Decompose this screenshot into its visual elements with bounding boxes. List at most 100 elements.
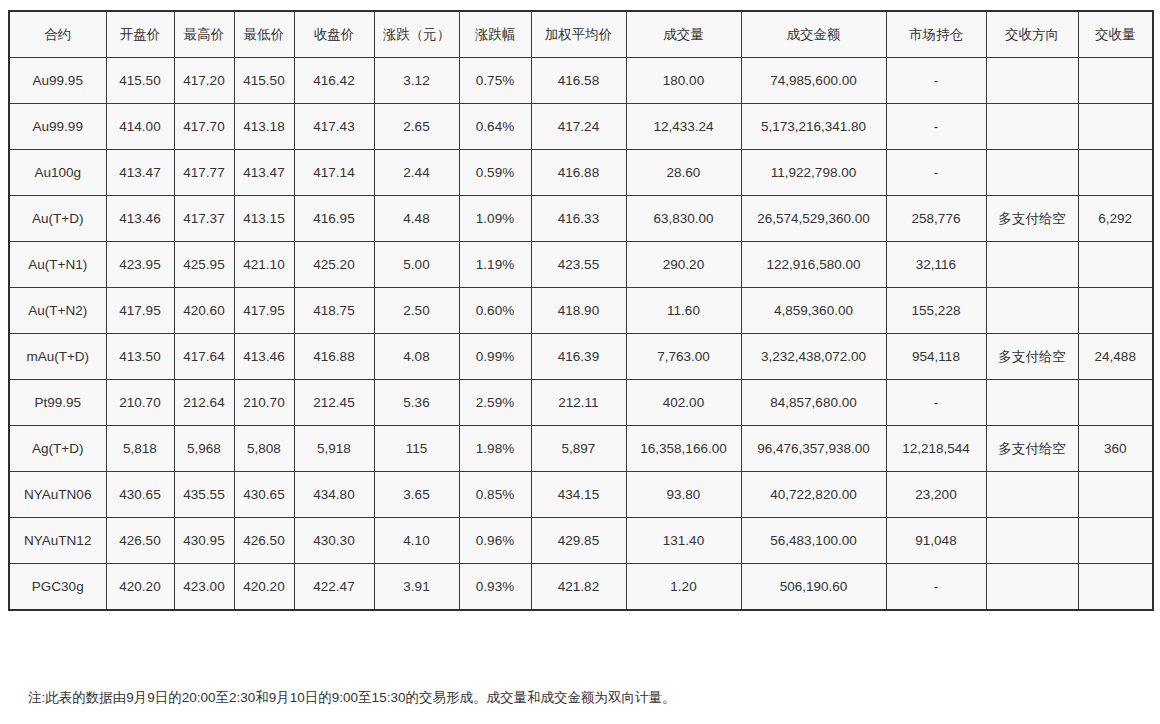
table-row: NYAuTN12426.50430.95426.50430.304.100.96… [9,518,1153,564]
value-cell: 212.45 [294,380,374,426]
value-cell: 5,897 [531,426,626,472]
contract-cell: Au99.95 [9,58,106,104]
value-cell: 415.50 [106,58,174,104]
value-cell: 5,968 [174,426,234,472]
value-cell: 413.46 [234,334,294,380]
value-cell: 6,292 [1078,196,1153,242]
value-cell: 421.10 [234,242,294,288]
value-cell: 0.93% [459,564,531,611]
value-cell: 417.37 [174,196,234,242]
table-row: Au99.95415.50417.20415.50416.423.120.75%… [9,58,1153,104]
value-cell: 3.65 [374,472,459,518]
value-cell: 423.95 [106,242,174,288]
value-cell: 3,232,438,072.00 [741,334,886,380]
value-cell: 93.80 [626,472,741,518]
value-cell: 155,228 [886,288,986,334]
value-cell: 506,190.60 [741,564,886,611]
value-cell: 210.70 [234,380,294,426]
value-cell: 0.64% [459,104,531,150]
value-cell: 16,358,166.00 [626,426,741,472]
table-row: Au(T+N1)423.95425.95421.10425.205.001.19… [9,242,1153,288]
header-cell: 成交量 [626,11,741,58]
value-cell: 417.95 [234,288,294,334]
value-cell: 5,808 [234,426,294,472]
value-cell: 402.00 [626,380,741,426]
value-cell: 24,488 [1078,334,1153,380]
value-cell: 423.00 [174,564,234,611]
contract-cell: NYAuTN06 [9,472,106,518]
value-cell [986,58,1078,104]
value-cell: 0.75% [459,58,531,104]
value-cell: 212.64 [174,380,234,426]
value-cell: - [886,564,986,611]
value-cell: 180.00 [626,58,741,104]
value-cell [986,518,1078,564]
value-cell: 423.55 [531,242,626,288]
value-cell [1078,518,1153,564]
value-cell: - [886,150,986,196]
value-cell: 11,922,798.00 [741,150,886,196]
value-cell: 435.55 [174,472,234,518]
value-cell: 258,776 [886,196,986,242]
value-cell: - [886,58,986,104]
value-cell: 212.11 [531,380,626,426]
header-cell: 市场持仓 [886,11,986,58]
value-cell [986,380,1078,426]
value-cell: 417.43 [294,104,374,150]
table-row: Au(T+D)413.46417.37413.15416.954.481.09%… [9,196,1153,242]
value-cell: 416.88 [294,334,374,380]
table-row: Au(T+N2)417.95420.60417.95418.752.500.60… [9,288,1153,334]
value-cell: 多支付给空 [986,426,1078,472]
header-row: 合约开盘价最高价最低价收盘价涨跌（元）涨跌幅加权平均价成交量成交金额市场持仓交收… [9,11,1153,58]
header-cell: 加权平均价 [531,11,626,58]
value-cell: 74,985,600.00 [741,58,886,104]
contract-cell: Au100g [9,150,106,196]
value-cell [1078,564,1153,611]
value-cell: 0.96% [459,518,531,564]
header-cell: 开盘价 [106,11,174,58]
value-cell: 多支付给空 [986,196,1078,242]
value-cell: 5,918 [294,426,374,472]
value-cell: 1.98% [459,426,531,472]
table-row: Pt99.95210.70212.64210.70212.455.362.59%… [9,380,1153,426]
value-cell: 0.60% [459,288,531,334]
value-cell [986,564,1078,611]
value-cell: 954,118 [886,334,986,380]
value-cell: 23,200 [886,472,986,518]
value-cell [986,288,1078,334]
value-cell: 5,818 [106,426,174,472]
value-cell: 418.75 [294,288,374,334]
value-cell: 422.47 [294,564,374,611]
value-cell: 417.20 [174,58,234,104]
value-cell: 429.85 [531,518,626,564]
header-cell: 收盘价 [294,11,374,58]
value-cell: 5.00 [374,242,459,288]
contract-cell: NYAuTN12 [9,518,106,564]
table-row: Au99.99414.00417.70413.18417.432.650.64%… [9,104,1153,150]
value-cell: 416.95 [294,196,374,242]
value-cell [1078,380,1153,426]
value-cell: 417.14 [294,150,374,196]
value-cell: 7,763.00 [626,334,741,380]
value-cell: 0.59% [459,150,531,196]
table-row: NYAuTN06430.65435.55430.65434.803.650.85… [9,472,1153,518]
value-cell [1078,150,1153,196]
value-cell: 3.12 [374,58,459,104]
value-cell: 56,483,100.00 [741,518,886,564]
header-cell: 涨跌幅 [459,11,531,58]
value-cell: 360 [1078,426,1153,472]
header-cell: 合约 [9,11,106,58]
value-cell: 4.10 [374,518,459,564]
contract-cell: PGC30g [9,564,106,611]
value-cell: 84,857,680.00 [741,380,886,426]
value-cell: 3.91 [374,564,459,611]
value-cell: 4,859,360.00 [741,288,886,334]
header-cell: 成交金额 [741,11,886,58]
value-cell: 40,722,820.00 [741,472,886,518]
contract-cell: Au(T+N2) [9,288,106,334]
value-cell: 26,574,529,360.00 [741,196,886,242]
value-cell [986,104,1078,150]
value-cell: 426.50 [106,518,174,564]
value-cell: 131.40 [626,518,741,564]
value-cell: 5,173,216,341.80 [741,104,886,150]
